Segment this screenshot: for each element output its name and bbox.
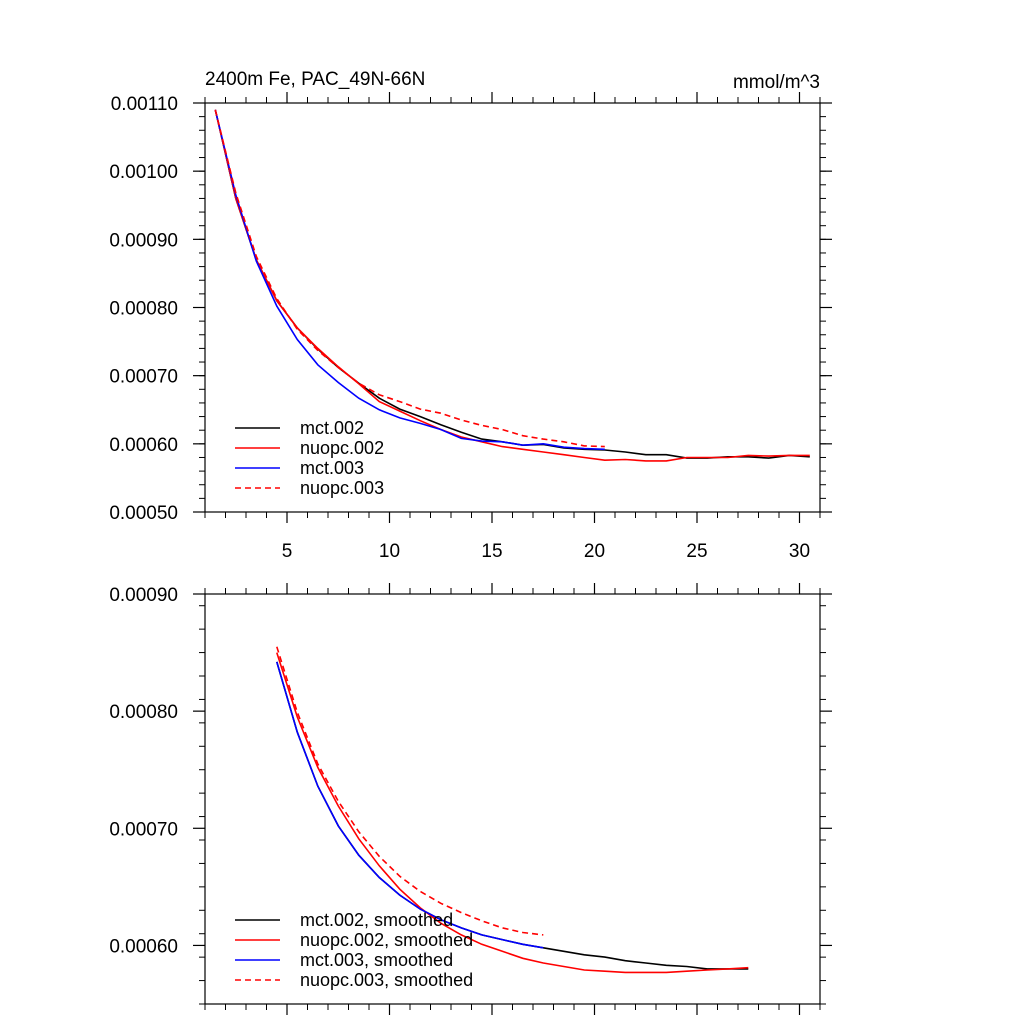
top-y-tick-label: 0.00060 <box>109 435 178 456</box>
top-x-tick-label: 5 <box>282 541 293 562</box>
top-y-tick-label: 0.00050 <box>109 503 178 524</box>
top-plot-frame <box>204 102 821 513</box>
top-x-tick-label: 20 <box>584 541 605 562</box>
bottom-legend-label: mct.002, smoothed <box>300 910 453 930</box>
bottom-chart-panel: 0.00060 0.00070 0.00080 0.00090 mct.002, smo… <box>109 583 832 1015</box>
bottom-legend-label: nuopc.003, smoothed <box>300 970 473 990</box>
bottom-y-tick-label: 0.00080 <box>109 702 178 723</box>
top-legend-label: nuopc.002 <box>300 438 384 458</box>
top-legend-label: mct.002 <box>300 418 364 438</box>
top-series-line-nuopc-003 <box>214 109 605 448</box>
top-series-line-nuopc-002 <box>214 109 810 462</box>
top-series-line-mct-002 <box>214 109 810 459</box>
top-series-line-mct-003 <box>214 109 605 451</box>
top-legend-label: nuopc.003 <box>300 478 384 498</box>
top-x-tick-label: 10 <box>379 541 400 562</box>
bottom-y-tick-label: 0.00070 <box>109 819 178 840</box>
top-y-tick-label: 0.00100 <box>109 162 178 183</box>
top-x-tick-label: 25 <box>686 541 707 562</box>
bottom-series-line-mct-003-smoothed <box>276 661 544 949</box>
bottom-y-tick-label: 0.00060 <box>109 936 178 957</box>
top-units-label: mmol/m^3 <box>733 72 820 93</box>
top-y-tick-label: 0.00090 <box>109 230 178 251</box>
top-y-tick-label: 0.00110 <box>111 94 178 115</box>
bottom-legend-label: nuopc.002, smoothed <box>300 930 473 950</box>
top-legend-label: mct.003 <box>300 458 364 478</box>
bottom-series-line-nuopc-003-smoothed <box>276 646 544 936</box>
bottom-legend-label: mct.003, smoothed <box>300 950 453 970</box>
bottom-series-line-nuopc-002-smoothed <box>276 652 749 974</box>
top-chart-panel: 5 10 15 20 25 30 0.00050 0.00060 0.00070 0.00080 0… <box>109 69 832 562</box>
top-x-tick-label: 30 <box>789 541 810 562</box>
bottom-y-tick-label: 0.00090 <box>109 585 178 606</box>
top-chart-title: 2400m Fe, PAC_49N-66N <box>205 69 425 90</box>
top-x-tick-label: 15 <box>481 541 502 562</box>
top-y-tick-label: 0.00070 <box>109 367 178 388</box>
top-y-tick-label: 0.00080 <box>109 299 178 320</box>
